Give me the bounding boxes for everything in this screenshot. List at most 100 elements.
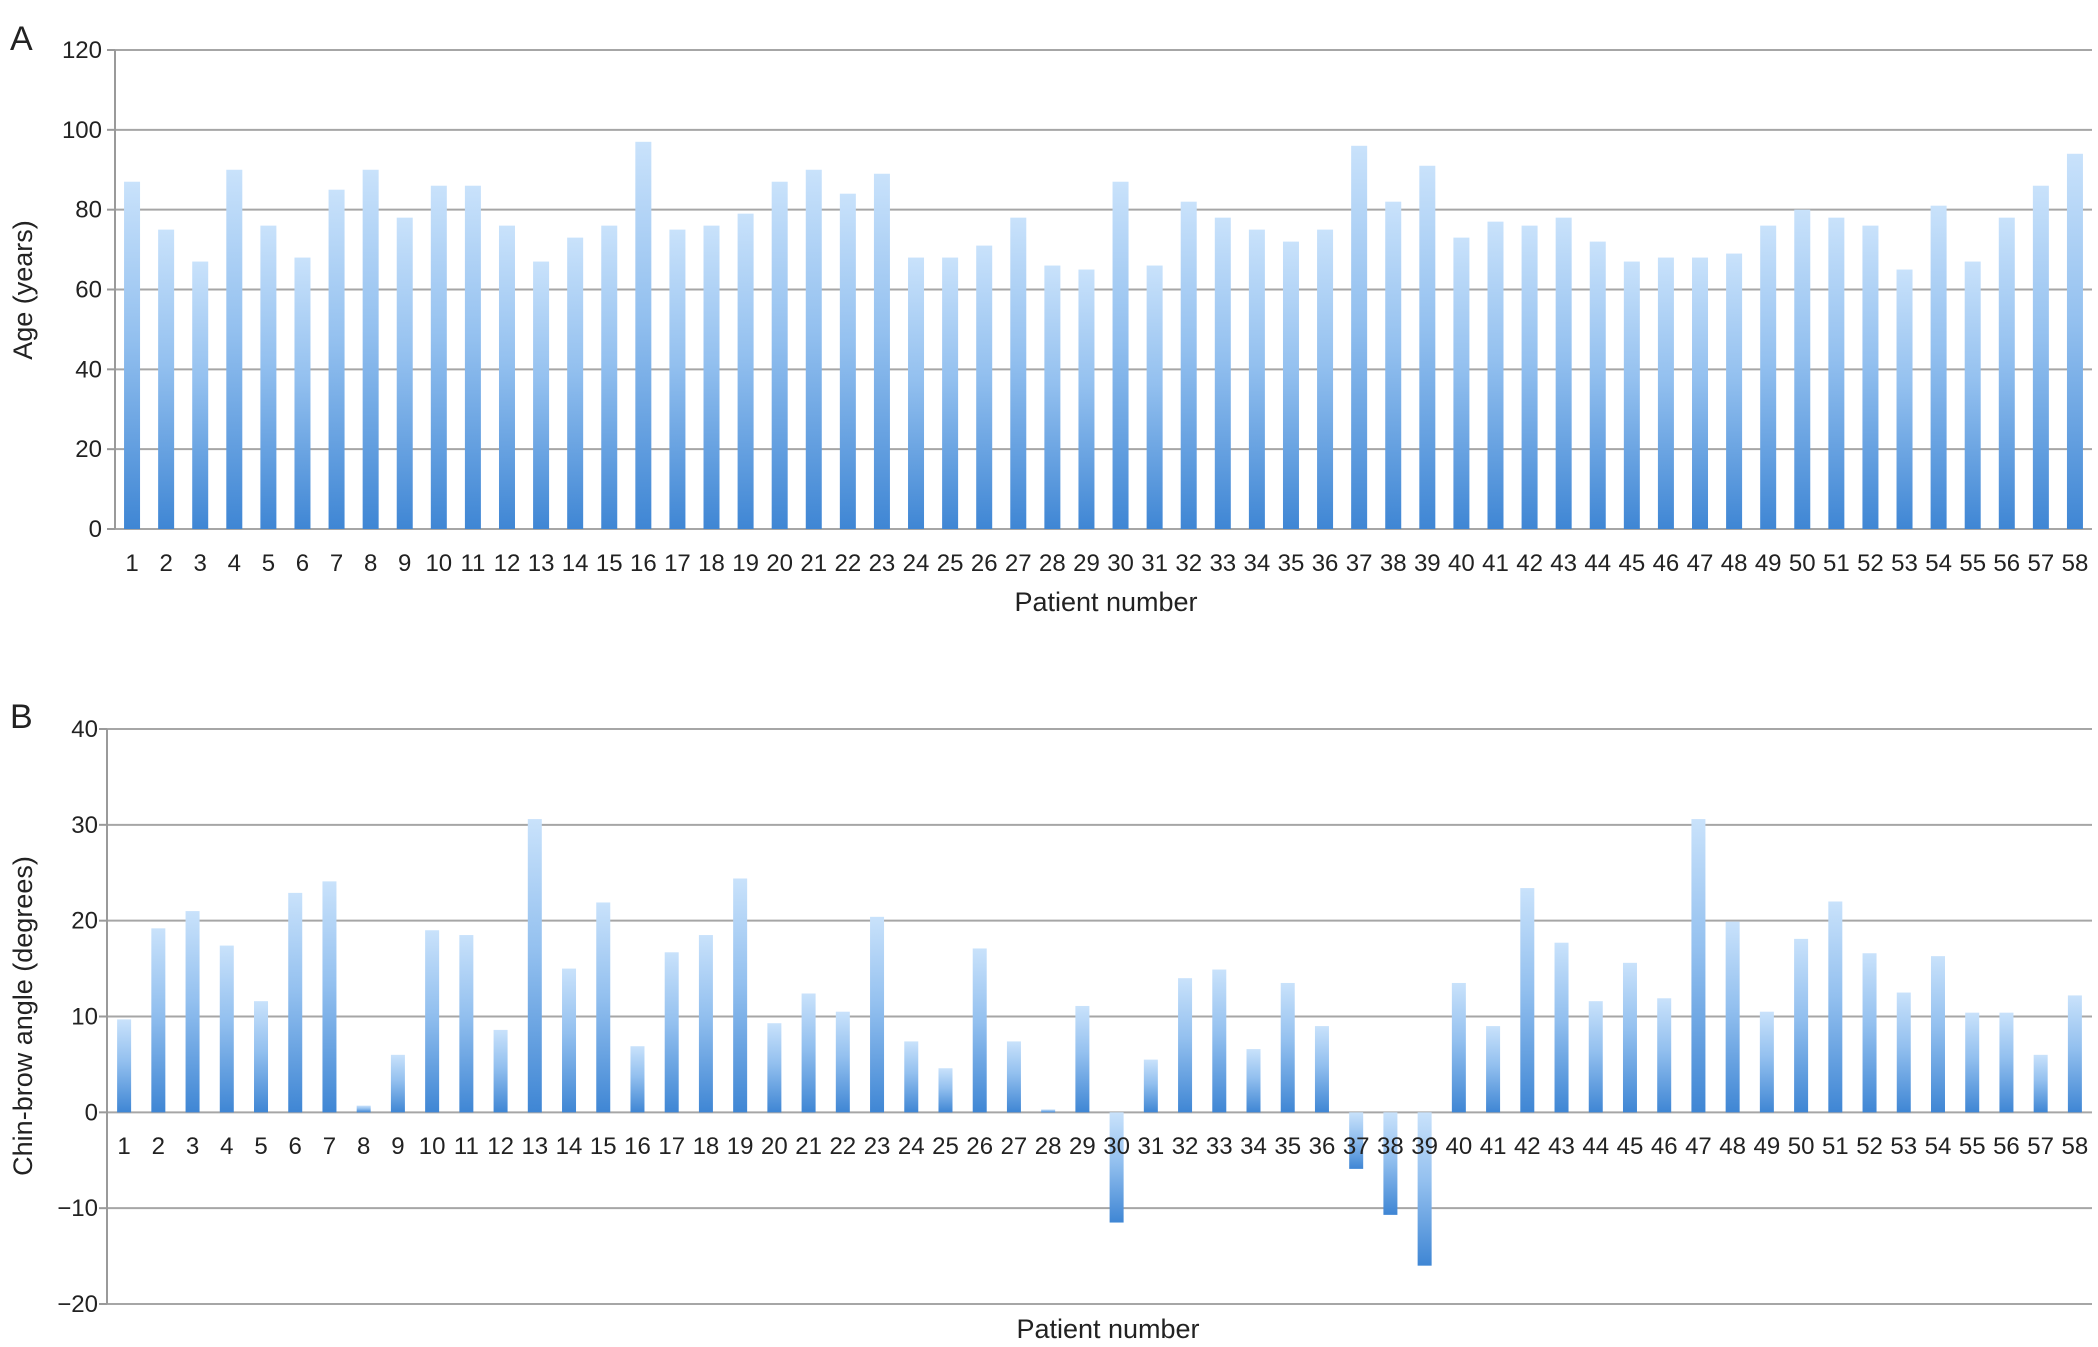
bar-a-patient-21 bbox=[805, 169, 822, 529]
bar-b-patient-45 bbox=[1622, 962, 1637, 1113]
bar-a-patient-37 bbox=[1351, 145, 1368, 530]
bar-a-patient-28 bbox=[1044, 265, 1061, 529]
bar-a-patient-36 bbox=[1317, 229, 1334, 529]
x-tick-label-b: 16 bbox=[624, 1133, 651, 1160]
bar-a-patient-8 bbox=[362, 169, 379, 529]
x-tick-label-a: 13 bbox=[528, 550, 555, 577]
x-tick-label-a: 56 bbox=[1993, 550, 2020, 577]
bar-a-patient-4 bbox=[226, 169, 243, 529]
bar-b-patient-26 bbox=[972, 948, 987, 1113]
x-tick-label-a: 55 bbox=[1959, 550, 1986, 577]
x-tick-label-a: 25 bbox=[937, 550, 964, 577]
bar-a-patient-31 bbox=[1146, 265, 1163, 529]
bar-b-patient-23 bbox=[870, 916, 885, 1113]
y-axis-title-b: Chin-brow angle (degrees) bbox=[8, 856, 38, 1176]
x-tick-label-b: 1 bbox=[117, 1133, 130, 1160]
x-tick-label-a: 42 bbox=[1516, 550, 1543, 577]
bar-a-patient-15 bbox=[601, 225, 618, 529]
x-tick-label-a: 40 bbox=[1448, 550, 1475, 577]
bar-a-patient-1 bbox=[124, 181, 141, 529]
bar-b-patient-4 bbox=[219, 945, 234, 1113]
x-tick-label-a: 11 bbox=[460, 550, 485, 577]
y-tick-label-b: 20 bbox=[71, 908, 98, 935]
bar-a-patient-40 bbox=[1453, 237, 1470, 529]
x-tick-label-a: 49 bbox=[1755, 550, 1782, 577]
bar-b-patient-43 bbox=[1554, 942, 1569, 1113]
bar-b-patient-22 bbox=[835, 1011, 850, 1113]
x-tick-label-b: 38 bbox=[1377, 1133, 1404, 1160]
bar-a-patient-16 bbox=[635, 141, 652, 529]
x-tick-label-a: 27 bbox=[1005, 550, 1032, 577]
x-tick-label-b: 39 bbox=[1411, 1133, 1438, 1160]
x-tick-label-a: 6 bbox=[296, 550, 309, 577]
bar-a-patient-42 bbox=[1521, 225, 1538, 529]
x-tick-label-a: 41 bbox=[1482, 550, 1509, 577]
bar-a-patient-45 bbox=[1623, 261, 1640, 529]
bar-b-patient-27 bbox=[1006, 1041, 1021, 1113]
x-tick-label-a: 19 bbox=[732, 550, 759, 577]
bar-b-patient-10 bbox=[425, 930, 440, 1113]
bar-b-patient-51 bbox=[1828, 901, 1843, 1113]
y-tick-label-b: 10 bbox=[71, 1004, 98, 1031]
bar-b-patient-13 bbox=[527, 819, 542, 1113]
bar-a-patient-2 bbox=[158, 229, 175, 529]
bar-a-patient-58 bbox=[2066, 153, 2083, 530]
x-tick-label-b: 45 bbox=[1617, 1133, 1644, 1160]
x-tick-label-a: 31 bbox=[1141, 550, 1168, 577]
x-tick-label-b: 55 bbox=[1959, 1133, 1986, 1160]
x-tick-label-a: 47 bbox=[1687, 550, 1714, 577]
x-tick-label-b: 22 bbox=[829, 1133, 856, 1160]
x-tick-label-b: 44 bbox=[1582, 1133, 1609, 1160]
bar-a-patient-7 bbox=[328, 189, 345, 530]
x-tick-label-a: 54 bbox=[1925, 550, 1952, 577]
x-tick-label-b: 9 bbox=[391, 1133, 404, 1160]
x-tick-label-a: 53 bbox=[1891, 550, 1918, 577]
bar-a-patient-43 bbox=[1555, 217, 1572, 529]
y-tick-label-a: 0 bbox=[89, 516, 102, 543]
bar-b-patient-2 bbox=[151, 928, 166, 1113]
x-axis-title-a: Patient number bbox=[1014, 587, 1197, 617]
panel-label-a: A bbox=[10, 20, 33, 58]
x-tick-label-a: 32 bbox=[1175, 550, 1202, 577]
x-tick-label-b: 4 bbox=[220, 1133, 233, 1160]
bar-a-patient-33 bbox=[1214, 217, 1231, 529]
panel-label-b: B bbox=[10, 698, 33, 736]
x-tick-label-b: 29 bbox=[1069, 1133, 1096, 1160]
x-tick-label-b: 10 bbox=[419, 1133, 446, 1160]
x-tick-label-b: 26 bbox=[966, 1133, 993, 1160]
x-tick-label-b: 32 bbox=[1172, 1133, 1199, 1160]
bar-b-patient-19 bbox=[733, 878, 748, 1113]
bar-a-patient-44 bbox=[1589, 241, 1606, 529]
x-tick-label-b: 40 bbox=[1446, 1133, 1473, 1160]
bar-b-patient-5 bbox=[254, 1001, 269, 1113]
x-tick-label-b: 51 bbox=[1822, 1133, 1849, 1160]
bar-b-patient-39 bbox=[1417, 1112, 1432, 1266]
x-tick-label-a: 58 bbox=[2062, 550, 2089, 577]
x-tick-label-b: 27 bbox=[1001, 1133, 1028, 1160]
x-tick-label-b: 24 bbox=[898, 1133, 925, 1160]
bar-a-patient-47 bbox=[1692, 257, 1709, 529]
bar-b-patient-8 bbox=[356, 1105, 371, 1113]
bar-a-patient-19 bbox=[737, 213, 754, 530]
bar-b-patient-6 bbox=[288, 892, 303, 1113]
bar-b-patient-32 bbox=[1178, 978, 1193, 1113]
x-tick-label-a: 5 bbox=[262, 550, 275, 577]
bar-a-patient-56 bbox=[1998, 217, 2015, 529]
bar-a-patient-18 bbox=[703, 225, 720, 529]
bar-a-patient-34 bbox=[1248, 229, 1265, 529]
y-tick-label-b: 0 bbox=[85, 1099, 98, 1126]
x-tick-label-b: 13 bbox=[521, 1133, 548, 1160]
x-tick-label-b: 41 bbox=[1480, 1133, 1507, 1160]
y-tick-label-b: −20 bbox=[57, 1291, 98, 1318]
bar-a-patient-32 bbox=[1180, 201, 1197, 529]
x-tick-label-a: 39 bbox=[1414, 550, 1441, 577]
bar-a-patient-41 bbox=[1487, 221, 1504, 529]
bar-a-patient-26 bbox=[976, 245, 993, 529]
bar-b-patient-34 bbox=[1246, 1049, 1261, 1113]
bars-b bbox=[117, 819, 2082, 1266]
x-tick-labels-a: 1 2 3 4 5 6 7 8 9 10 11 12 13 14 15 16 17 18 19 20 21 22 23 24 2… bbox=[125, 550, 2088, 577]
x-tick-label-a: 14 bbox=[562, 550, 589, 577]
x-axis-title-b: Patient number bbox=[1016, 1314, 1199, 1344]
bar-a-patient-22 bbox=[839, 193, 856, 529]
